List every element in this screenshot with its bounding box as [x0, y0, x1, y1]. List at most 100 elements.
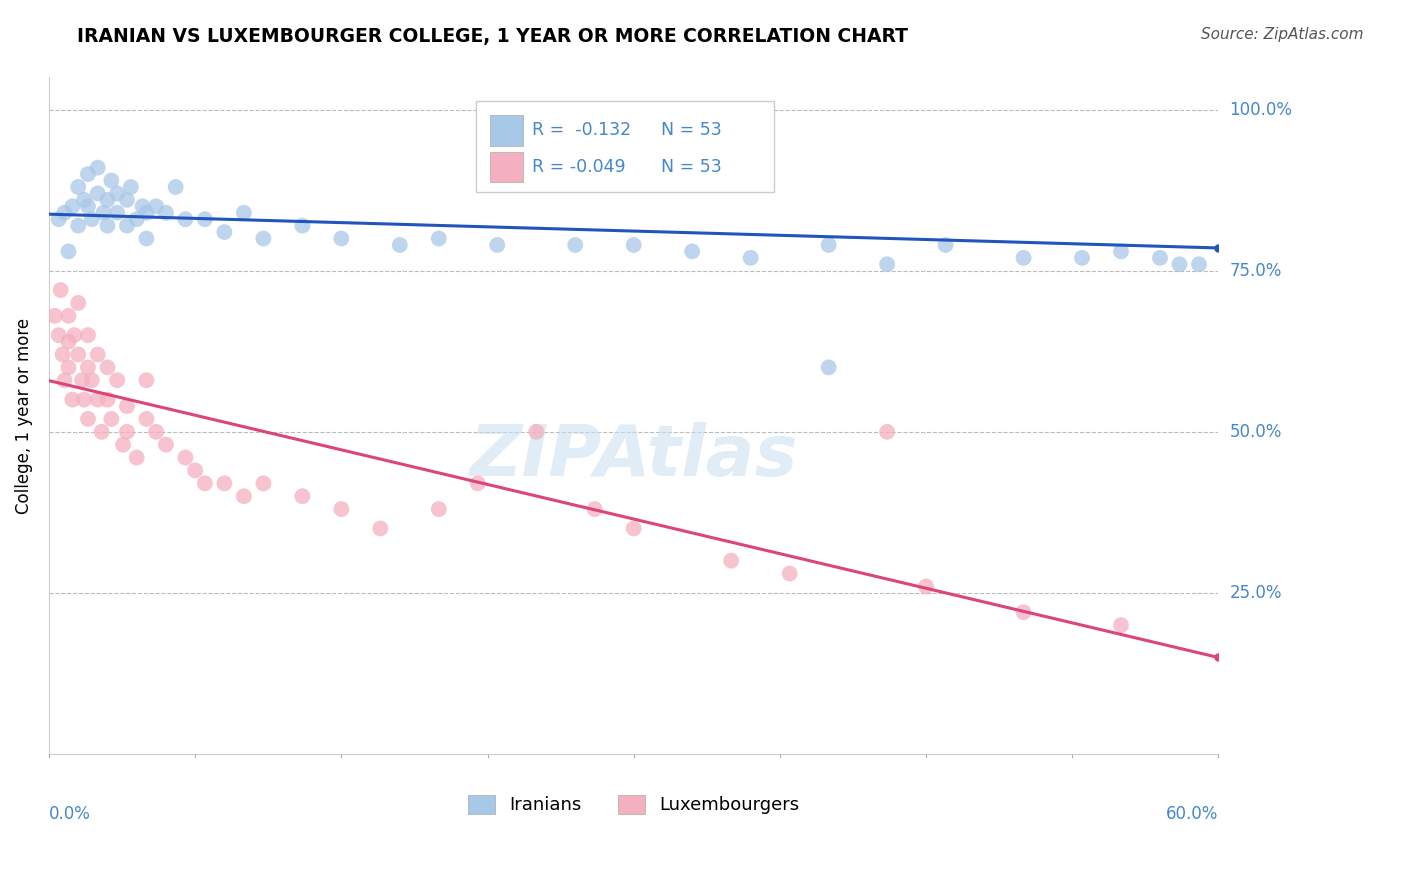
Text: R =  -0.132: R = -0.132 — [531, 121, 631, 139]
Point — [86, 392, 108, 407]
Point — [58, 309, 80, 323]
Point — [174, 450, 197, 465]
Point — [1168, 257, 1191, 271]
Text: ZIPAtlas: ZIPAtlas — [470, 422, 799, 491]
Point — [58, 360, 80, 375]
Point — [77, 167, 100, 181]
Point — [115, 425, 138, 439]
FancyBboxPatch shape — [489, 115, 523, 145]
Point — [467, 476, 489, 491]
Point — [67, 180, 90, 194]
Point — [214, 476, 236, 491]
Point — [1012, 605, 1035, 619]
Point — [817, 238, 839, 252]
Point — [1188, 257, 1211, 271]
Point — [623, 238, 645, 252]
Point — [291, 219, 314, 233]
Point — [252, 476, 274, 491]
Point — [77, 328, 100, 343]
Point — [115, 193, 138, 207]
Text: Source: ZipAtlas.com: Source: ZipAtlas.com — [1201, 27, 1364, 42]
Point — [388, 238, 411, 252]
Legend: Iranians, Luxembourgers: Iranians, Luxembourgers — [461, 788, 807, 822]
Point — [67, 347, 90, 361]
Point — [232, 489, 254, 503]
Point — [135, 373, 157, 387]
Point — [100, 173, 122, 187]
Point — [86, 161, 108, 175]
Point — [93, 206, 115, 220]
Point — [817, 360, 839, 375]
Point — [174, 212, 197, 227]
Text: 60.0%: 60.0% — [1166, 805, 1219, 822]
Point — [194, 212, 217, 227]
Point — [155, 438, 177, 452]
Text: 25.0%: 25.0% — [1230, 584, 1282, 602]
Point — [370, 521, 392, 535]
Point — [67, 219, 90, 233]
Point — [96, 193, 118, 207]
Point — [131, 199, 153, 213]
Point — [105, 186, 128, 201]
Point — [60, 392, 83, 407]
Point — [681, 244, 703, 259]
FancyBboxPatch shape — [475, 101, 775, 193]
Text: IRANIAN VS LUXEMBOURGER COLLEGE, 1 YEAR OR MORE CORRELATION CHART: IRANIAN VS LUXEMBOURGER COLLEGE, 1 YEAR … — [77, 27, 908, 45]
Point — [184, 463, 207, 477]
Point — [48, 212, 70, 227]
Point — [96, 392, 118, 407]
Point — [1012, 251, 1035, 265]
Point — [135, 206, 157, 220]
Point — [80, 212, 103, 227]
Point — [486, 238, 509, 252]
Point — [135, 412, 157, 426]
Point — [120, 180, 142, 194]
Point — [105, 206, 128, 220]
Point — [52, 347, 75, 361]
Point — [125, 212, 148, 227]
Point — [1109, 244, 1132, 259]
Point — [48, 328, 70, 343]
Point — [564, 238, 586, 252]
Text: N = 53: N = 53 — [661, 121, 721, 139]
Point — [330, 231, 353, 245]
Point — [915, 579, 938, 593]
Point — [935, 238, 957, 252]
FancyBboxPatch shape — [489, 152, 523, 182]
Point — [1071, 251, 1094, 265]
Point — [53, 373, 76, 387]
Point — [779, 566, 801, 581]
Point — [876, 257, 898, 271]
Point — [80, 373, 103, 387]
Point — [58, 244, 80, 259]
Point — [96, 219, 118, 233]
Text: 75.0%: 75.0% — [1230, 261, 1282, 280]
Point — [291, 489, 314, 503]
Point — [232, 206, 254, 220]
Point — [100, 412, 122, 426]
Point — [623, 521, 645, 535]
Text: N = 53: N = 53 — [661, 158, 721, 176]
Point — [720, 554, 742, 568]
Point — [73, 193, 96, 207]
Point — [876, 425, 898, 439]
Point — [86, 347, 108, 361]
Text: 100.0%: 100.0% — [1230, 101, 1292, 119]
Point — [58, 334, 80, 349]
Point — [90, 425, 112, 439]
Point — [1109, 618, 1132, 632]
Point — [63, 328, 86, 343]
Point — [1149, 251, 1171, 265]
Point — [524, 425, 547, 439]
Point — [96, 360, 118, 375]
Text: R = -0.049: R = -0.049 — [531, 158, 626, 176]
Point — [77, 199, 100, 213]
Point — [145, 199, 167, 213]
Point — [49, 283, 72, 297]
Point — [112, 438, 135, 452]
Point — [135, 231, 157, 245]
Point — [145, 425, 167, 439]
Point — [330, 502, 353, 516]
Point — [115, 399, 138, 413]
Point — [67, 296, 90, 310]
